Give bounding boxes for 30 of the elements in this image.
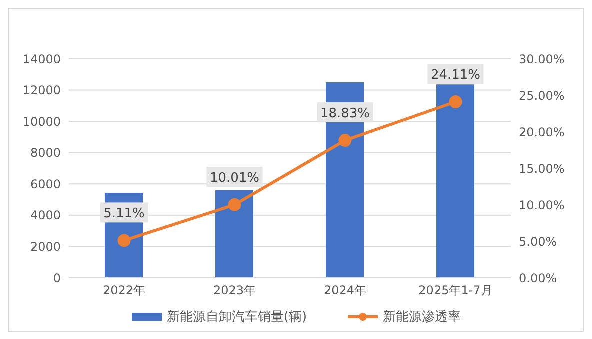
y2-tick-label: 0.00%	[519, 271, 558, 286]
y-tick-label: 10000	[22, 114, 61, 129]
y-tick-label: 2000	[30, 240, 61, 254]
point	[338, 134, 352, 148]
y2-tick-label: 15.00%	[519, 162, 565, 176]
point	[118, 234, 131, 248]
y2-tick-label: 30.00%	[519, 52, 565, 66]
point	[228, 198, 242, 212]
y-tick-label: 8000	[30, 146, 61, 160]
y2-tick-label: 25.00%	[519, 88, 565, 103]
data-label: 10.01%	[210, 170, 260, 186]
data-label: 24.11%	[430, 68, 481, 83]
y2-tick-label: 5.00%	[519, 234, 558, 249]
point	[449, 95, 462, 108]
y2-tick-label: 20.00%	[519, 125, 565, 140]
legend-label: 新能源渗透率	[383, 309, 462, 326]
y-tick-label: 6000	[30, 177, 61, 192]
data-label: 5.11%	[104, 206, 145, 222]
x-tick-label: 2023年	[213, 284, 256, 298]
y-tick-label: 14000	[22, 52, 61, 66]
legend-label: 新能源自卸汽车销量(辆)	[166, 309, 308, 326]
y-tick-label: 12000	[22, 84, 61, 98]
y-tick-label: 0	[53, 271, 61, 286]
data-label: 18.83%	[320, 106, 370, 122]
x-tick-label: 2025年1-7月	[418, 284, 493, 298]
y-tick-label: 4000	[30, 208, 61, 223]
x-tick-label: 2024年	[324, 284, 367, 298]
y2-tick-label: 10.00%	[519, 198, 565, 212]
x-tick-label: 2022年	[102, 284, 146, 298]
bar	[216, 190, 254, 278]
